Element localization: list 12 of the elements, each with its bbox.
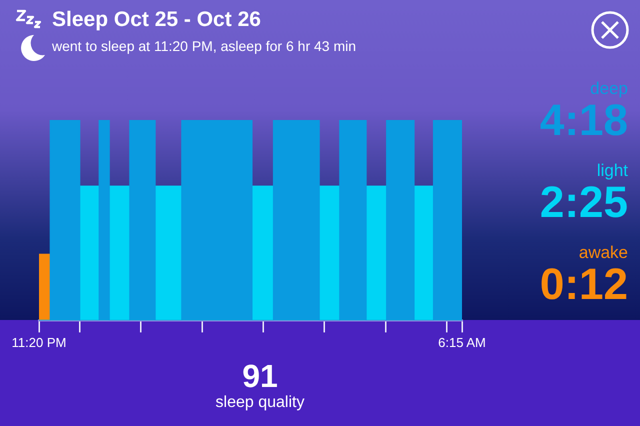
text: light <box>596 161 628 180</box>
text: 2:25 <box>540 178 628 227</box>
x-tick-label: 11:20 PM <box>12 334 66 350</box>
text: 91 <box>241 358 279 395</box>
text: awake <box>578 243 628 262</box>
text: 4:18 <box>540 96 628 145</box>
text: 0:12 <box>540 260 628 309</box>
chart-title: Sleep Oct 25 - Oct 26 <box>52 8 261 32</box>
text: deep <box>589 79 628 98</box>
text: sleep quality <box>214 394 306 412</box>
chart-subtitle: went to sleep at 11:20 PM, asleep for 6 hr 43 min <box>52 38 356 54</box>
x-tick-label: 6:15 AM <box>438 334 486 350</box>
